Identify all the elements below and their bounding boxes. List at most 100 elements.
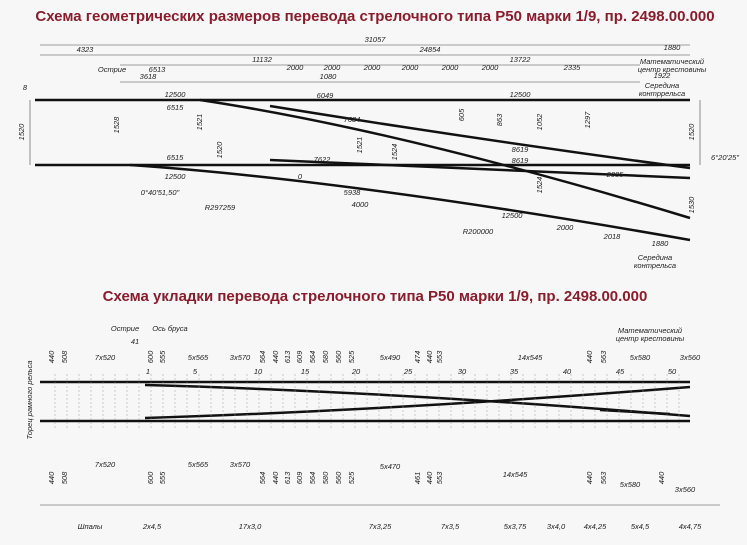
dimension-label: 6°20'25" (711, 153, 739, 162)
layout-label: 613 (283, 350, 292, 363)
dimension-label: Середина (645, 81, 679, 90)
dimension-label: 3618 (140, 72, 158, 81)
layout-label: 41 (131, 337, 139, 346)
dimension-label: 4323 (77, 45, 95, 54)
dimension-label: 1297 (583, 111, 592, 129)
layout-label: 15 (301, 367, 310, 376)
title-layout: Схема укладки перевода стрелочного типа … (103, 288, 648, 305)
dimension-label: контррельса (639, 89, 685, 98)
layout-label: 40 (563, 367, 572, 376)
dimension-label: R200000 (463, 227, 494, 236)
layout-label: 563 (599, 471, 608, 484)
dimension-label: 11132 (252, 55, 273, 64)
layout-label: 474 (413, 351, 422, 364)
sleeper-group: 5x3,75 (504, 522, 527, 531)
sleeper-group: 5x4,5 (631, 522, 650, 531)
layout-label: Острие (111, 324, 139, 333)
dimension-label: 7684 (344, 115, 361, 124)
dimension-label: 2335 (563, 63, 582, 72)
dimension-label: 31057 (365, 35, 387, 44)
sleeper-group: 17x3,0 (239, 522, 262, 531)
layout-label: 35 (510, 367, 519, 376)
dimension-label: 605 (457, 108, 466, 121)
layout-label: 525 (347, 350, 356, 363)
layout-label: 25 (403, 367, 413, 376)
dimension-label: 0 (298, 172, 303, 181)
layout-label: 600 (146, 471, 155, 484)
layout-label: 5x565 (188, 353, 209, 362)
layout-label: 45 (616, 367, 625, 376)
geometry-rails (29, 44, 701, 242)
layout-label: 440 (425, 471, 434, 484)
layout-label: Торец рамного рельса (25, 360, 34, 439)
layout-label: 440 (47, 471, 56, 484)
layout-label: центр крестовины (616, 334, 685, 343)
layout-label: 5x580 (620, 480, 641, 489)
dimension-label: 1524 (390, 144, 399, 161)
layout-label: 50 (668, 367, 677, 376)
dimension-label: 1528 (112, 116, 121, 134)
dimension-label: 8 (23, 83, 28, 92)
layout-label: 609 (295, 471, 304, 484)
dimension-label: Середина (638, 253, 672, 262)
layout-label: 440 (657, 471, 666, 484)
dimension-label: 863 (495, 113, 504, 126)
dimension-label: 1520 (215, 141, 224, 159)
layout-label: 3x560 (675, 485, 696, 494)
dimension-label: 1880 (652, 239, 670, 248)
dimension-label: 12500 (165, 90, 187, 99)
dimension-label: 4000 (352, 200, 370, 209)
dimension-label: 2000 (441, 63, 460, 72)
dimension-label: 5938 (344, 188, 362, 197)
dimension-label: 1521 (195, 114, 204, 131)
dimension-label: 2000 (323, 63, 342, 72)
dimension-label: центр крестовины (638, 65, 707, 74)
layout-label: 20 (351, 367, 361, 376)
layout-label: 508 (60, 471, 69, 484)
dimension-label: 6515 (167, 103, 185, 112)
layout-label: 14x545 (503, 470, 528, 479)
dimension-label: R297259 (205, 203, 236, 212)
title-geometry: Схема геометрических размеров перевода с… (35, 8, 714, 25)
dimension-label: 2000 (363, 63, 382, 72)
layout-label: 508 (60, 350, 69, 363)
layout-label: 461 (413, 472, 422, 485)
layout-label: 564 (258, 351, 267, 364)
dimension-label: 2000 (556, 223, 575, 232)
layout-label: 560 (334, 350, 343, 363)
layout-label: 3x570 (230, 353, 251, 362)
sleeper-group: 2x4,5 (142, 522, 162, 531)
layout-label: 440 (271, 350, 280, 363)
layout-label: 563 (599, 350, 608, 363)
layout-label: 580 (321, 471, 330, 484)
layout-label: 3x560 (680, 353, 701, 362)
layout-label: 3x570 (230, 460, 251, 469)
layout-label: 5x470 (380, 462, 401, 471)
layout-label: 564 (308, 472, 317, 485)
dimension-label: 1880 (664, 43, 682, 52)
dimension-label: 6049 (317, 91, 335, 100)
layout-label: 5 (193, 367, 198, 376)
layout-label: 1 (146, 367, 150, 376)
sleeper-group: Шпалы (78, 522, 103, 531)
layout-label: 440 (47, 350, 56, 363)
layout-label: 580 (321, 350, 330, 363)
sleeper-group: 4x4,75 (679, 522, 702, 531)
layout-label: 525 (347, 471, 356, 484)
layout-label: 555 (158, 471, 167, 484)
dimension-label: Острие (98, 65, 126, 74)
dimension-label: 2000 (481, 63, 500, 72)
layout-label: 564 (308, 351, 317, 364)
dimension-label: Математический (640, 57, 705, 66)
dimension-label: 1521 (355, 137, 364, 154)
dimension-label: 6513 (149, 65, 167, 74)
dimension-label: 2000 (286, 63, 305, 72)
sleeper-group: 4x4,25 (584, 522, 607, 531)
layout-label: 30 (458, 367, 467, 376)
dimension-label: 2000 (401, 63, 420, 72)
dimension-label: 7622 (314, 155, 332, 164)
dimension-label: 12500 (510, 90, 532, 99)
layout-label: 600 (146, 350, 155, 363)
